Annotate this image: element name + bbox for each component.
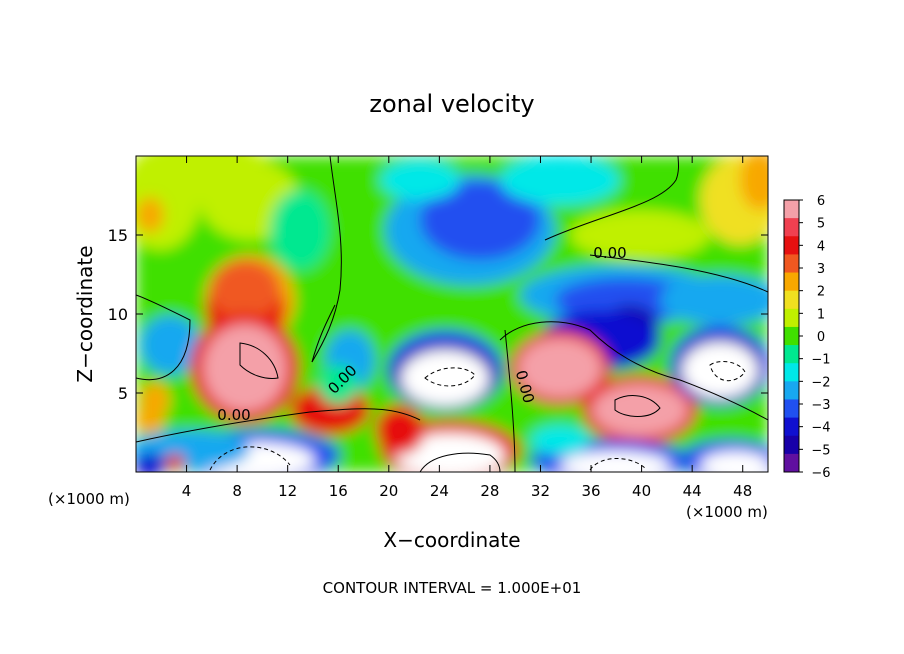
x-unit-right: (×1000 m) xyxy=(686,503,768,521)
x-unit-left: (×1000 m) xyxy=(48,490,130,508)
colorbar-label: 0 xyxy=(817,330,825,345)
x-tick-label: 28 xyxy=(480,482,499,500)
x-axis-label: X−coordinate xyxy=(383,528,520,552)
contour-interval-note: CONTOUR INTERVAL = 1.000E+01 xyxy=(323,579,582,597)
colorbar-swatch xyxy=(784,254,799,274)
colorbar-label: −6 xyxy=(811,466,830,481)
colorbar-label: 6 xyxy=(817,194,825,209)
colorbar-label: −1 xyxy=(811,353,830,368)
plot-area xyxy=(136,156,768,472)
colorbar-swatch xyxy=(784,435,799,455)
colorbar-swatch xyxy=(784,308,799,328)
y-tick-label: 10 xyxy=(108,305,128,324)
colorbar-label: 3 xyxy=(817,262,825,277)
y-axis-label: Z−coordinate xyxy=(73,245,97,382)
x-tick-label: 32 xyxy=(531,482,550,500)
colorbar-label: −4 xyxy=(811,421,830,436)
x-tick-label: 4 xyxy=(182,482,192,500)
chart-title: zonal velocity xyxy=(369,90,534,118)
contour-label: 0.00 xyxy=(217,406,250,424)
x-tick-label: 16 xyxy=(329,482,348,500)
y-tick-label: 15 xyxy=(108,226,128,245)
x-tick-label: 48 xyxy=(733,482,752,500)
colorbar-label: −2 xyxy=(811,375,830,390)
x-tick-label: 44 xyxy=(683,482,702,500)
colorbar-swatch xyxy=(784,200,799,219)
colorbar-swatch xyxy=(784,363,799,382)
colorbar-label: 2 xyxy=(817,285,825,300)
colorbar-swatch xyxy=(784,399,799,419)
y-tick-label: 5 xyxy=(118,384,128,403)
colorbar-label: 4 xyxy=(817,239,825,254)
colorbar-swatch xyxy=(784,236,799,255)
colorbar-swatch xyxy=(784,417,799,437)
colorbar-label: −5 xyxy=(811,443,830,458)
x-tick-label: 40 xyxy=(632,482,651,500)
x-tick-label: 8 xyxy=(232,482,242,500)
colorbar-swatch xyxy=(784,381,799,400)
colorbar-label: 5 xyxy=(817,217,825,232)
x-tick-label: 12 xyxy=(278,482,297,500)
x-tick-label: 36 xyxy=(581,482,600,500)
colorbar-swatch xyxy=(784,345,799,364)
colorbar-label: 1 xyxy=(817,307,825,322)
colorbar-swatch xyxy=(784,218,799,237)
x-tick-label: 20 xyxy=(379,482,398,500)
colorbar-swatch xyxy=(784,326,799,346)
colorbar-swatch xyxy=(784,272,799,292)
contour-label: 0.00 xyxy=(593,244,626,262)
colorbar: 6 5 4 3 2 1 0 −1 −2 −3 −4 −5 −6 xyxy=(783,194,831,481)
colorbar-swatch xyxy=(784,290,799,310)
colorbar-label: −3 xyxy=(811,398,830,413)
colorbar-swatch xyxy=(784,453,799,473)
x-tick-label: 24 xyxy=(430,482,449,500)
